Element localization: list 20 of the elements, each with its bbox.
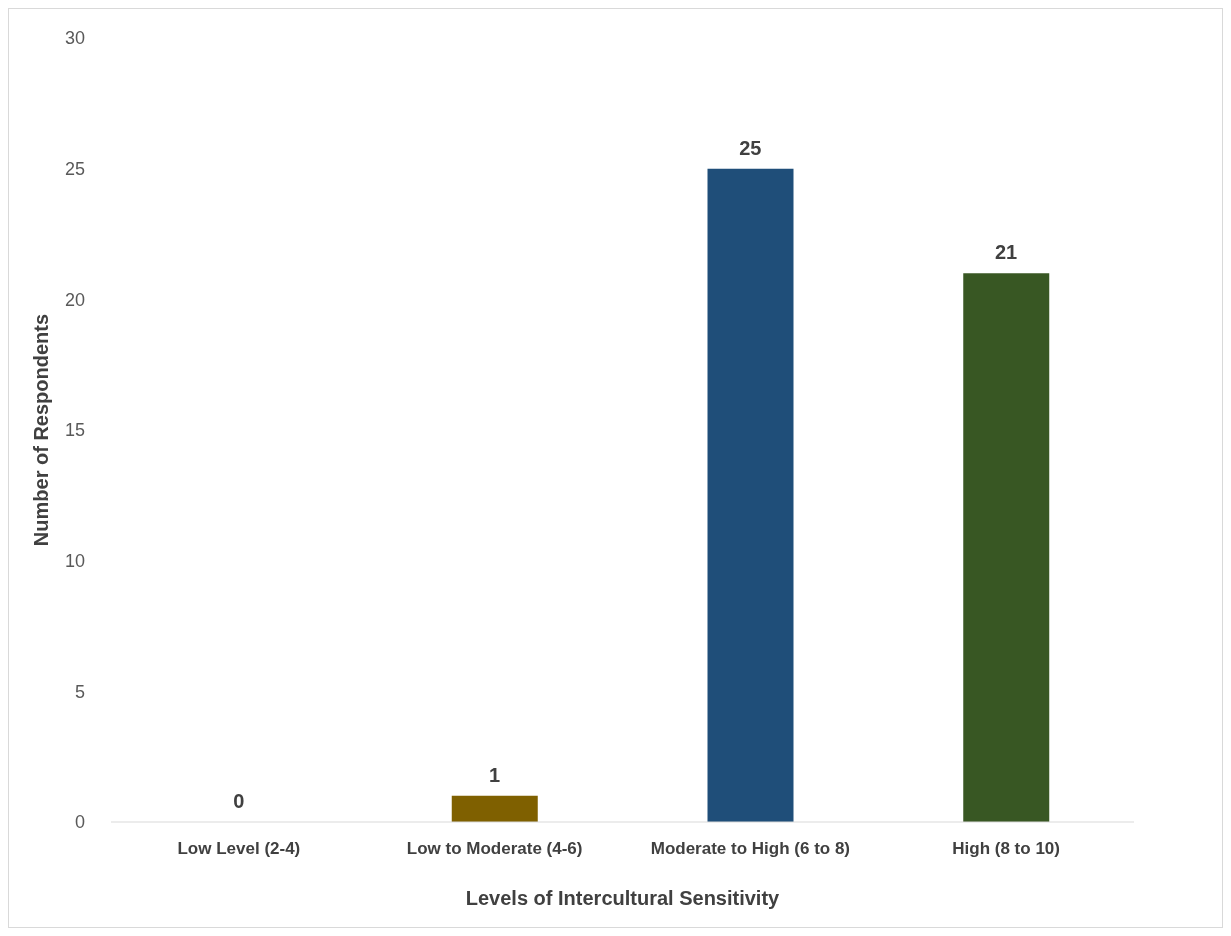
y-tick-label: 30 [64,28,85,49]
x-tick-label: Low to Moderate (4-6) [406,839,583,859]
data-label: 25 [739,136,762,159]
data-label: 0 [233,790,245,812]
x-tick-label: High (8 to 10) [952,839,1060,859]
y-tick-label: 0 [74,812,85,833]
data-label: 1 [489,763,501,786]
y-axis-title: Number of Respondents [30,313,53,547]
bar [963,273,1050,822]
y-tick-label: 10 [64,551,85,572]
data-label: 21 [995,241,1018,264]
y-tick-label: 20 [64,289,85,310]
y-tick-label: 25 [64,159,85,180]
y-tick-label: 15 [64,420,85,441]
x-tick-label: Low Level (2-4) [177,839,301,859]
x-tick-label: Moderate to High (6 to 8) [650,839,851,859]
x-axis-title: Levels of Intercultural Sensitivity [465,887,781,909]
bar [451,795,538,822]
y-tick-label: 5 [74,681,85,702]
bar [707,168,794,822]
